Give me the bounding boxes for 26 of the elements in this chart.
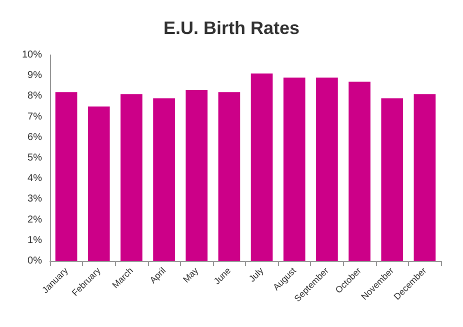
- y-tick-label: 0%: [28, 256, 42, 266]
- bar: [153, 98, 175, 261]
- y-tick-label: 7%: [28, 111, 42, 122]
- bar: [348, 82, 370, 261]
- y-tick-label: 6%: [28, 132, 42, 143]
- y-tick-label: 4%: [28, 173, 42, 184]
- bar: [55, 92, 78, 261]
- y-tick-label: 3%: [28, 194, 42, 205]
- y-tick-label: 9%: [28, 70, 42, 82]
- y-tick-label: 2%: [28, 214, 42, 226]
- y-tick-label: 1%: [28, 234, 42, 246]
- x-tick-label: May: [181, 265, 201, 285]
- bar: [250, 74, 273, 261]
- bar: [414, 94, 436, 261]
- bar: [316, 78, 338, 261]
- y-tick-label: 10%: [22, 50, 42, 60]
- bar: [120, 94, 142, 261]
- chart-title: E.U. Birth Rates: [163, 18, 300, 38]
- bar: [381, 98, 404, 261]
- bar: [88, 106, 110, 261]
- bar: [283, 78, 306, 261]
- bar: [186, 90, 208, 261]
- x-tick-label: July: [246, 265, 266, 284]
- y-tick-label: 5%: [28, 152, 42, 164]
- y-tick-label: 8%: [28, 90, 42, 102]
- bar: [218, 92, 240, 261]
